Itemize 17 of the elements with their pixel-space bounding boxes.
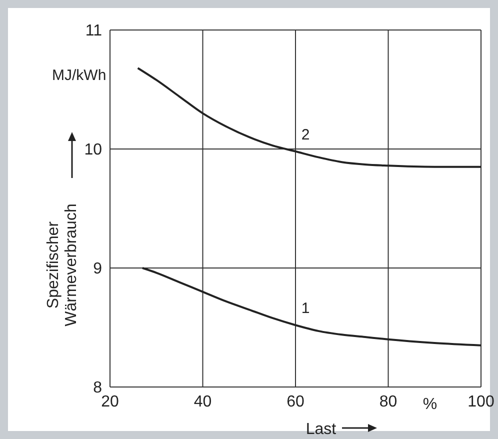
- text: MJ/kWh: [52, 67, 106, 84]
- y-tick-label: 10: [84, 142, 102, 159]
- x-axis-title: Last: [306, 421, 337, 438]
- x-tick-label: 80: [379, 393, 398, 410]
- series-label: 1: [301, 300, 310, 318]
- line-series: [141, 267, 481, 346]
- line-series: [136, 67, 481, 168]
- series-label: 2: [301, 126, 310, 144]
- y-tick-label: 9: [93, 260, 102, 278]
- x-tick-label: 20: [101, 393, 119, 410]
- x-tick-label: 40: [194, 393, 212, 410]
- y-axis-title: Spezifischer Wärmeverbrauch: [45, 204, 80, 326]
- y-tick-label: 8: [93, 380, 102, 397]
- text: %: [422, 396, 438, 413]
- x-tick-label: 60: [286, 393, 304, 410]
- y-tick-label: 11: [85, 22, 102, 40]
- x-tick-label: 100: [468, 393, 494, 410]
